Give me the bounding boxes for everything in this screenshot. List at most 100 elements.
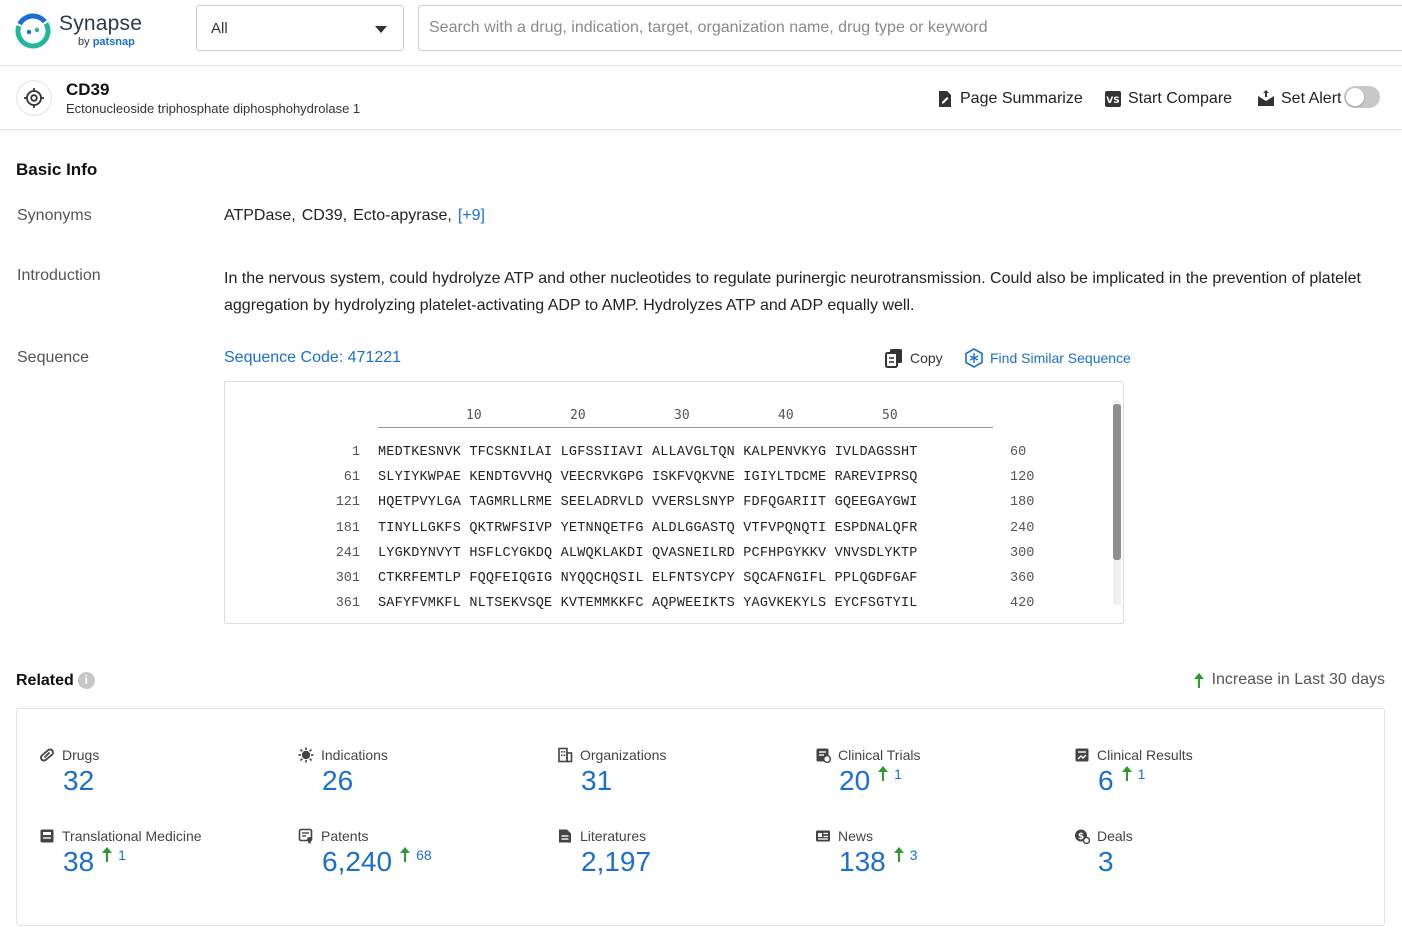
sequence-row: 1MEDTKESNVK TFCSKNILAI LGFSSIIAVI ALLAVG… (225, 445, 1105, 470)
sequence-label: Sequence (17, 349, 89, 367)
synonyms-more-link[interactable]: [+9] (458, 207, 485, 225)
sequence-row: 361SAFYFVMKFL NLTSEKVSQE KVTEMMKKFC AQPW… (225, 596, 1105, 621)
logo-name: Synapse (59, 12, 142, 36)
stat-news-count[interactable]: 138 (839, 846, 886, 878)
basic-info-title: Basic Info (16, 160, 97, 180)
stat-organizations-label[interactable]: Organizations (557, 747, 666, 763)
find-similar-sequence-button[interactable]: Find Similar Sequence (964, 348, 1131, 368)
sequence-row-residues: MEDTKESNVK TFCSKNILAI LGFSSIIAVI ALLAVGL… (378, 445, 918, 460)
stat-translational-medicine-count[interactable]: 38 (63, 846, 94, 878)
sequence-row-end: 360 (1010, 571, 1034, 586)
compare-icon: VS (1104, 90, 1122, 108)
start-compare-button[interactable]: VS Start Compare (1104, 88, 1232, 110)
stat-clinical-results-label[interactable]: Clinical Results (1074, 747, 1193, 763)
patent-icon (298, 828, 314, 844)
stat-deals-value: 3 (1098, 846, 1114, 878)
stat-clinical-results-count[interactable]: 6 (1098, 765, 1114, 797)
stat-clinical-trials-increase: 1 (878, 766, 902, 782)
stat-patents-label[interactable]: Patents (298, 828, 368, 844)
introduction-text: In the nervous system, could hydrolyze A… (224, 265, 1374, 319)
set-alert-toggle[interactable] (1344, 86, 1380, 108)
stat-organizations: Organizations 31 (557, 747, 797, 817)
synonyms-list: ATPDase, CD39, Ecto-apyrase, [+9] (224, 207, 485, 225)
stat-patents: Patents 6,240 68 (298, 828, 538, 898)
sequence-row-residues: SAFYFVMKFL NLTSEKVSQE KVTEMMKKFC AQPWEEI… (378, 596, 918, 611)
sequence-ruler: 10 20 30 40 50 (378, 408, 993, 428)
stat-clinical-results: Clinical Results 6 1 (1074, 747, 1314, 817)
sequence-row: 241 LYGKDYNVYT HSFLCYGKDQ ALWQKLAKDI QVAS… (225, 546, 1105, 571)
stat-clinical-trials-count[interactable]: 20 (839, 765, 870, 797)
building-icon (557, 747, 573, 763)
sequence-row: 181TINYLLGKFS QKTRWFSIVP YETNNQETFG ALDL… (225, 521, 1105, 546)
sequence-row-end: 120 (1010, 470, 1034, 485)
synonym: ATPDase, (224, 207, 296, 225)
copy-button[interactable]: Copy (884, 348, 943, 368)
stat-translational-medicine: Translational Medicine 38 1 (39, 828, 279, 898)
sequence-row: 301CTKRFEMTLP FQQFEIQGIG NYQQCHQSIL ELFN… (225, 571, 1105, 596)
clipboard-icon (815, 747, 831, 763)
set-alert-label: Set Alert (1281, 90, 1341, 108)
sequence-row-end: 240 (1010, 521, 1034, 536)
sequence-row-residues: LYGKDYNVYT HSFLCYGKDQ ALWQKLAKDI QVASNEI… (378, 546, 918, 561)
synonym: Ecto-apyrase, (353, 207, 452, 225)
stat-drugs-count[interactable]: 32 (63, 765, 94, 797)
sequence-row-residues: SLYIYKWPAE KENDTGVVHQ VEECRVKGPG ISKFVQK… (378, 470, 918, 485)
sequence-row-start: 181 (300, 521, 360, 536)
top-bar: Synapse by patsnap All (0, 0, 1402, 66)
stat-clinical-trials-label[interactable]: Clinical Trials (815, 747, 920, 763)
doc-icon (39, 828, 55, 844)
stat-news-label[interactable]: News (815, 828, 873, 844)
page-summarize-button[interactable]: Page Summarize (936, 88, 1083, 110)
copy-label: Copy (910, 350, 943, 366)
target-name: CD39 (66, 80, 109, 100)
stat-drugs-label[interactable]: Drugs (39, 747, 99, 763)
stat-deals: $ Deals 3 (1074, 828, 1314, 898)
stat-drugs: Drugs 32 (39, 747, 279, 817)
sequence-row: 61SLYIYKWPAE KENDTGVVHQ VEECRVKGPG ISKFV… (225, 470, 1105, 495)
sequence-row-end: 300 (1010, 546, 1034, 561)
sequence-scrollbar-thumb[interactable] (1113, 404, 1121, 560)
logo-byline: by patsnap (78, 36, 135, 48)
stat-deals-label[interactable]: $ Deals (1074, 828, 1133, 844)
sequence-row-start: 121 (300, 495, 360, 510)
literature-icon (557, 828, 573, 844)
alert-icon (1257, 90, 1275, 108)
stat-literatures-count[interactable]: 2,197 (581, 846, 651, 878)
sequence-code-link[interactable]: Sequence Code: 471221 (224, 349, 401, 367)
synonyms-label: Synonyms (17, 207, 92, 225)
sequence-row-end: 180 (1010, 495, 1034, 510)
increase-arrow-icon (400, 847, 410, 862)
stat-patents-count[interactable]: 6,240 (322, 846, 392, 878)
stat-news-value: 138 3 (839, 846, 918, 878)
stat-patents-value: 6,240 68 (322, 846, 432, 878)
stat-indications-value: 26 (322, 765, 353, 797)
stat-indications-label[interactable]: Indications (298, 747, 388, 763)
news-icon (815, 828, 831, 844)
deal-icon: $ (1074, 828, 1090, 844)
ruler-tick-label: 30 (674, 408, 690, 423)
synapse-logo[interactable]: Synapse by patsnap (14, 10, 154, 54)
summarize-icon (936, 90, 954, 108)
sequence-row-start: 301 (300, 571, 360, 586)
stat-translational-medicine-label[interactable]: Translational Medicine (39, 828, 202, 844)
search-input[interactable] (418, 5, 1402, 51)
stat-news: News 138 3 (815, 828, 1055, 898)
increase-arrow-icon (1194, 673, 1204, 688)
stat-literatures-label[interactable]: Literatures (557, 828, 646, 844)
set-alert-button[interactable]: Set Alert (1257, 88, 1341, 110)
synonym: CD39, (302, 207, 347, 225)
search-scope-value: All (211, 20, 228, 37)
page-summarize-label: Page Summarize (960, 90, 1083, 108)
virus-icon (298, 747, 314, 763)
stat-indications-count[interactable]: 26 (322, 765, 353, 797)
stat-indications: Indications 26 (298, 747, 538, 817)
search-scope-select[interactable]: All (196, 5, 404, 51)
increase-arrow-icon (102, 847, 112, 862)
info-icon[interactable]: i (78, 672, 95, 689)
stat-deals-count[interactable]: 3 (1098, 846, 1114, 878)
related-title: Related (16, 672, 74, 689)
sequence-row-start: 241 (300, 546, 360, 561)
stat-clinical-trials: Clinical Trials 20 1 (815, 747, 1055, 817)
stat-organizations-count[interactable]: 31 (581, 765, 612, 797)
copy-icon (884, 348, 904, 368)
